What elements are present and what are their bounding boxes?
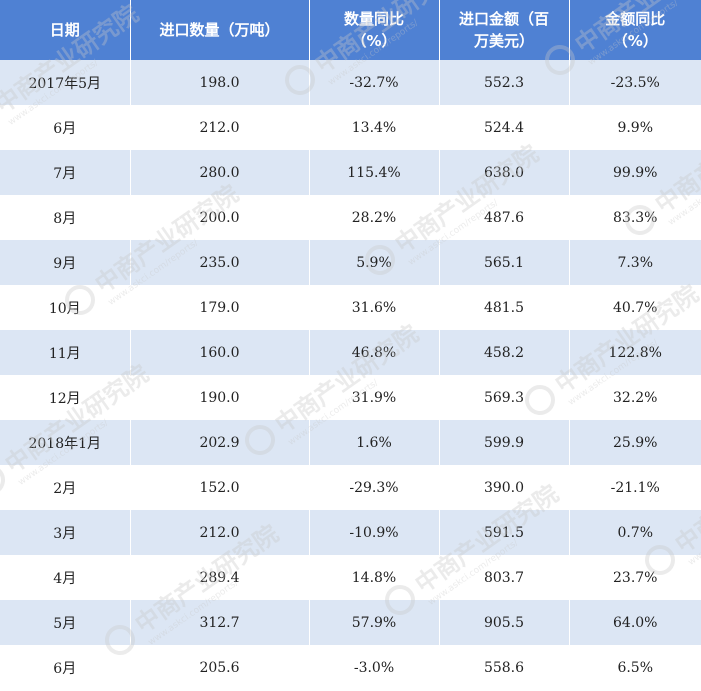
cell-value-yoy: 7.3% (569, 240, 701, 285)
cell-date: 4月 (0, 555, 131, 600)
cell-import-value: 558.6 (439, 645, 570, 690)
table-row: 8月 200.0 28.2% 487.6 83.3% (0, 195, 701, 240)
cell-quantity-yoy: 5.9% (309, 240, 440, 285)
cell-import-value: 481.5 (439, 285, 570, 330)
cell-import-value: 638.0 (439, 150, 570, 195)
table-row: 2017年5月 198.0 -32.7% 552.3 -23.5% (0, 60, 701, 105)
table-header-row: 日期 进口数量（万吨） 数量同比 （%） 进口金额（百 万美元） 金额同比 （%… (0, 0, 701, 60)
cell-value-yoy: -21.1% (569, 465, 701, 510)
table-row: 2018年1月 202.9 1.6% 599.9 25.9% (0, 420, 701, 465)
cell-value-yoy: 32.2% (569, 375, 701, 420)
cell-import-quantity: 280.0 (130, 150, 310, 195)
cell-quantity-yoy: -29.3% (309, 465, 440, 510)
cell-date: 2018年1月 (0, 420, 131, 465)
table-row: 10月 179.0 31.6% 481.5 40.7% (0, 285, 701, 330)
cell-date: 10月 (0, 285, 131, 330)
cell-import-quantity: 160.0 (130, 330, 310, 375)
cell-import-quantity: 152.0 (130, 465, 310, 510)
cell-import-value: 569.3 (439, 375, 570, 420)
cell-value-yoy: 9.9% (569, 105, 701, 150)
cell-quantity-yoy: 31.9% (309, 375, 440, 420)
cell-date: 2月 (0, 465, 131, 510)
cell-import-value: 390.0 (439, 465, 570, 510)
cell-import-quantity: 289.4 (130, 555, 310, 600)
cell-value-yoy: 6.5% (569, 645, 701, 690)
cell-date: 7月 (0, 150, 131, 195)
cell-quantity-yoy: 13.4% (309, 105, 440, 150)
header-import-quantity: 进口数量（万吨） (130, 0, 310, 60)
cell-import-value: 524.4 (439, 105, 570, 150)
cell-value-yoy: 122.8% (569, 330, 701, 375)
cell-quantity-yoy: 115.4% (309, 150, 440, 195)
table-row: 11月 160.0 46.8% 458.2 122.8% (0, 330, 701, 375)
cell-import-quantity: 205.6 (130, 645, 310, 690)
cell-import-quantity: 312.7 (130, 600, 310, 645)
cell-quantity-yoy: -3.0% (309, 645, 440, 690)
cell-quantity-yoy: 1.6% (309, 420, 440, 465)
cell-date: 3月 (0, 510, 131, 555)
table-row: 7月 280.0 115.4% 638.0 99.9% (0, 150, 701, 195)
header-import-value: 进口金额（百 万美元） (439, 0, 570, 60)
cell-date: 11月 (0, 330, 131, 375)
cell-quantity-yoy: -32.7% (309, 60, 440, 105)
cell-date: 6月 (0, 645, 131, 690)
cell-import-value: 599.9 (439, 420, 570, 465)
cell-value-yoy: 83.3% (569, 195, 701, 240)
cell-import-quantity: 200.0 (130, 195, 310, 240)
table-row: 5月 312.7 57.9% 905.5 64.0% (0, 600, 701, 645)
cell-import-value: 565.1 (439, 240, 570, 285)
cell-import-value: 591.5 (439, 510, 570, 555)
cell-import-quantity: 179.0 (130, 285, 310, 330)
cell-quantity-yoy: 57.9% (309, 600, 440, 645)
cell-date: 12月 (0, 375, 131, 420)
header-quantity-yoy: 数量同比 （%） (309, 0, 440, 60)
cell-import-value: 487.6 (439, 195, 570, 240)
cell-import-value: 552.3 (439, 60, 570, 105)
header-value-yoy: 金额同比 （%） (569, 0, 701, 60)
table-row: 6月 205.6 -3.0% 558.6 6.5% (0, 645, 701, 690)
cell-quantity-yoy: 46.8% (309, 330, 440, 375)
cell-quantity-yoy: 28.2% (309, 195, 440, 240)
cell-import-quantity: 235.0 (130, 240, 310, 285)
cell-import-quantity: 190.0 (130, 375, 310, 420)
cell-value-yoy: 25.9% (569, 420, 701, 465)
cell-date: 6月 (0, 105, 131, 150)
cell-value-yoy: 23.7% (569, 555, 701, 600)
cell-import-quantity: 212.0 (130, 105, 310, 150)
table-row: 9月 235.0 5.9% 565.1 7.3% (0, 240, 701, 285)
cell-import-value: 803.7 (439, 555, 570, 600)
table-row: 4月 289.4 14.8% 803.7 23.7% (0, 555, 701, 600)
cell-value-yoy: -23.5% (569, 60, 701, 105)
table-row: 2月 152.0 -29.3% 390.0 -21.1% (0, 465, 701, 510)
cell-quantity-yoy: -10.9% (309, 510, 440, 555)
cell-date: 2017年5月 (0, 60, 131, 105)
cell-import-value: 905.5 (439, 600, 570, 645)
table-row: 6月 212.0 13.4% 524.4 9.9% (0, 105, 701, 150)
cell-import-quantity: 202.9 (130, 420, 310, 465)
cell-value-yoy: 64.0% (569, 600, 701, 645)
cell-date: 9月 (0, 240, 131, 285)
cell-value-yoy: 99.9% (569, 150, 701, 195)
cell-date: 8月 (0, 195, 131, 240)
cell-value-yoy: 40.7% (569, 285, 701, 330)
table-row: 12月 190.0 31.9% 569.3 32.2% (0, 375, 701, 420)
cell-quantity-yoy: 14.8% (309, 555, 440, 600)
table-row: 3月 212.0 -10.9% 591.5 0.7% (0, 510, 701, 555)
cell-date: 5月 (0, 600, 131, 645)
cell-import-quantity: 198.0 (130, 60, 310, 105)
cell-import-value: 458.2 (439, 330, 570, 375)
cell-quantity-yoy: 31.6% (309, 285, 440, 330)
header-date: 日期 (0, 0, 131, 60)
cell-import-quantity: 212.0 (130, 510, 310, 555)
cell-value-yoy: 0.7% (569, 510, 701, 555)
